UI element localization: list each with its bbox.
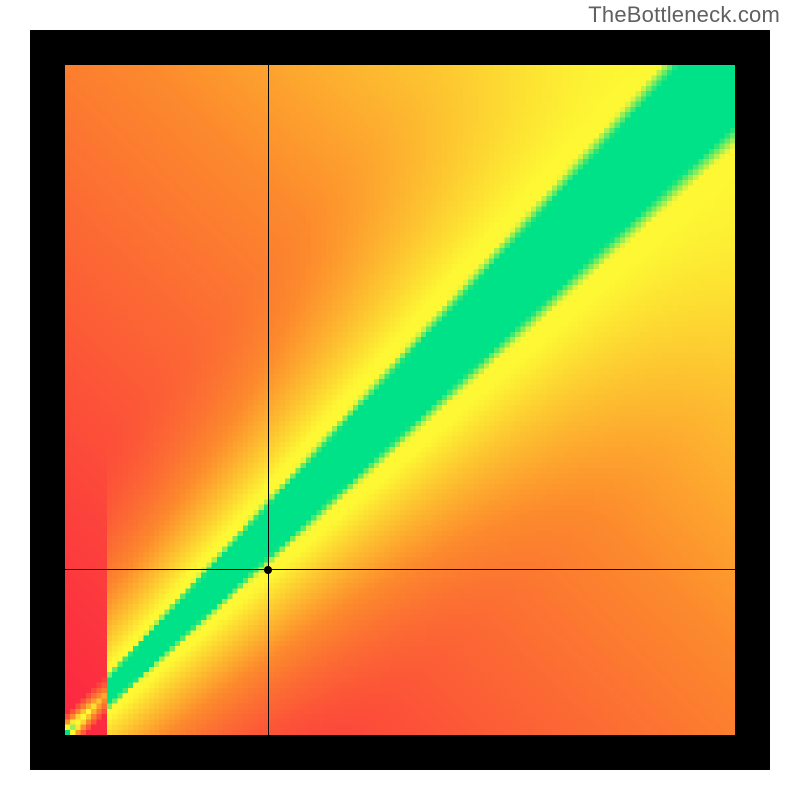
stage: TheBottleneck.com	[0, 0, 800, 800]
crosshair-horizontal	[65, 569, 735, 570]
heatmap-canvas	[65, 65, 735, 735]
crosshair-dot	[264, 566, 272, 574]
chart-outer-frame	[30, 30, 770, 770]
watermark-text: TheBottleneck.com	[588, 2, 780, 28]
crosshair-vertical	[268, 65, 269, 735]
